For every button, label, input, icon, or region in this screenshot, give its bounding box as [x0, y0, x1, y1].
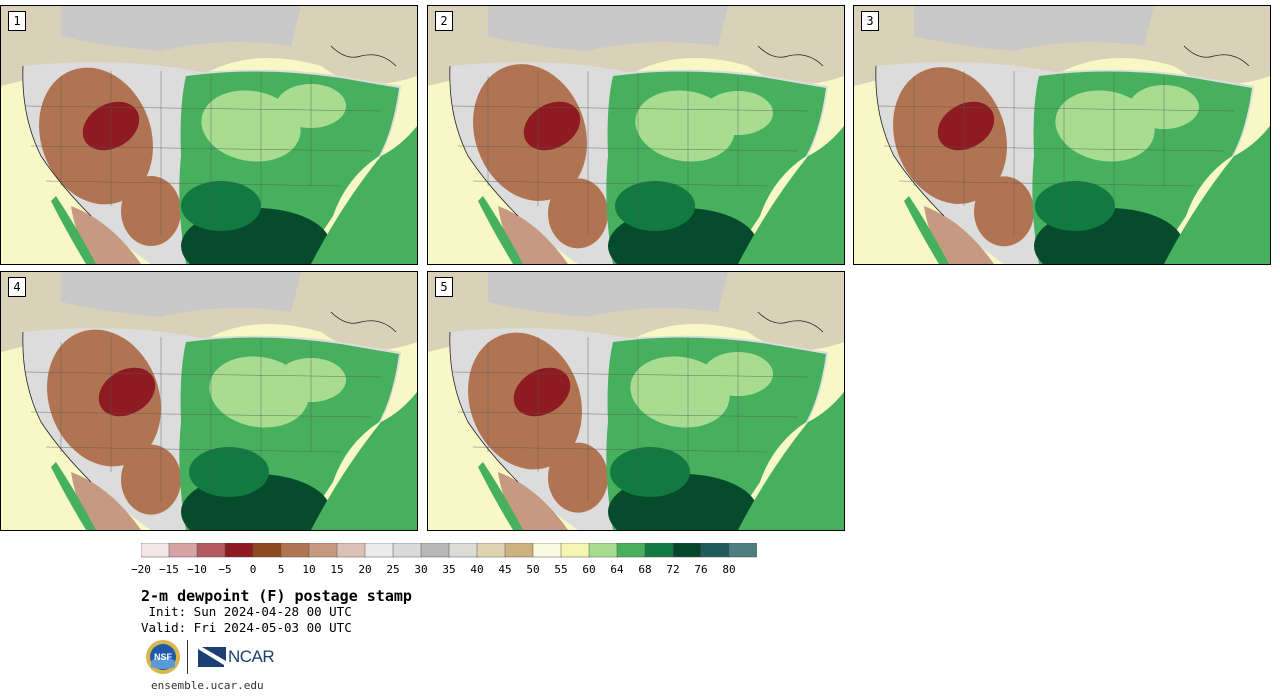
- colorbar-tick-label: 68: [638, 563, 652, 576]
- dewpoint-map: [1, 6, 417, 264]
- colorbar-tick-label: −5: [218, 563, 232, 576]
- colorbar-swatch: [224, 543, 254, 558]
- colorbar-swatch: [280, 543, 310, 558]
- member-panel-2: 2: [427, 5, 845, 265]
- colorbar-swatch: [308, 543, 338, 558]
- dewpoint-map: [428, 272, 844, 530]
- colorbar-tick-label: 40: [470, 563, 484, 576]
- colorbar-swatch: [476, 543, 506, 558]
- colorbar-tick-label: 72: [666, 563, 680, 576]
- colorbar-tick-label: −10: [187, 563, 207, 576]
- colorbar-swatch: [560, 543, 590, 558]
- colorbar-tick-label: 0: [249, 563, 257, 576]
- colorbar-tick-label: 30: [414, 563, 428, 576]
- colorbar-swatch: [392, 543, 422, 558]
- dewpoint-map: [428, 6, 844, 264]
- member-panel-3: 3: [853, 5, 1271, 265]
- colorbar-bar: [141, 543, 757, 558]
- colorbar-swatch: [616, 543, 646, 558]
- colorbar-swatch: [420, 543, 450, 558]
- ncar-logo-text: NCAR: [228, 647, 275, 666]
- colorbar-swatch: [644, 543, 674, 558]
- nsf-logo-text: NSF: [154, 652, 173, 662]
- colorbar-tick-label: 55: [554, 563, 568, 576]
- colorbar-swatch: [672, 543, 702, 558]
- colorbar-tick-label: 64: [610, 563, 624, 576]
- colorbar-tick-label: 60: [582, 563, 596, 576]
- colorbar-tick-label: 15: [330, 563, 344, 576]
- colorbar-tick-label: 50: [526, 563, 540, 576]
- member-number: 5: [435, 277, 453, 297]
- member-panel-5: 5: [427, 271, 845, 531]
- chart-title: 2-m dewpoint (F) postage stamp: [141, 587, 412, 605]
- colorbar-swatch: [532, 543, 562, 558]
- colorbar-tick-label: 20: [358, 563, 372, 576]
- member-panel-1: 1: [0, 5, 418, 265]
- dewpoint-map: [854, 6, 1270, 264]
- logo-divider: [187, 640, 188, 674]
- colorbar-swatch: [252, 543, 282, 558]
- website-link[interactable]: ensemble.ucar.edu: [151, 679, 264, 692]
- colorbar-swatch: [196, 543, 226, 558]
- dewpoint-map: [1, 272, 417, 530]
- member-number: 2: [435, 11, 453, 31]
- member-panel-4: 4: [0, 271, 418, 531]
- colorbar-tick-label: 45: [498, 563, 512, 576]
- colorbar-tick-label: 80: [722, 563, 736, 576]
- colorbar-tick-label: 10: [302, 563, 316, 576]
- colorbar-swatch: [700, 543, 730, 558]
- colorbar-swatch: [448, 543, 478, 558]
- colorbar-tick-label: −20: [131, 563, 151, 576]
- colorbar-tick-label: −15: [159, 563, 179, 576]
- nsf-logo: NSF: [146, 640, 180, 674]
- colorbar-ticks: −20 −15 −10 −5 0 5 10 15 20 25 30 35 40 45 50 55 60 64 68 7…: [0, 563, 1280, 577]
- colorbar-tick-label: 25: [386, 563, 400, 576]
- ncar-logo: NCAR: [198, 647, 275, 667]
- colorbar-swatch: [504, 543, 534, 558]
- colorbar-tick-label: 35: [442, 563, 456, 576]
- member-number: 4: [8, 277, 26, 297]
- colorbar-swatch: [168, 543, 198, 558]
- colorbar-swatch: [588, 543, 618, 558]
- colorbar-swatch: [336, 543, 366, 558]
- colorbar-tick-label: 76: [694, 563, 708, 576]
- colorbar-swatch: [141, 543, 170, 558]
- member-number: 3: [861, 11, 879, 31]
- valid-time: Valid: Fri 2024-05-03 00 UTC: [141, 620, 352, 635]
- logos: NSF NCAR: [145, 638, 275, 676]
- ncar-logo-mark: [198, 647, 226, 667]
- member-number: 1: [8, 11, 26, 31]
- init-time: Init: Sun 2024-04-28 00 UTC: [141, 604, 352, 619]
- colorbar-swatch: [364, 543, 394, 558]
- colorbar-swatch: [728, 543, 757, 558]
- colorbar-tick-label: 5: [277, 563, 285, 576]
